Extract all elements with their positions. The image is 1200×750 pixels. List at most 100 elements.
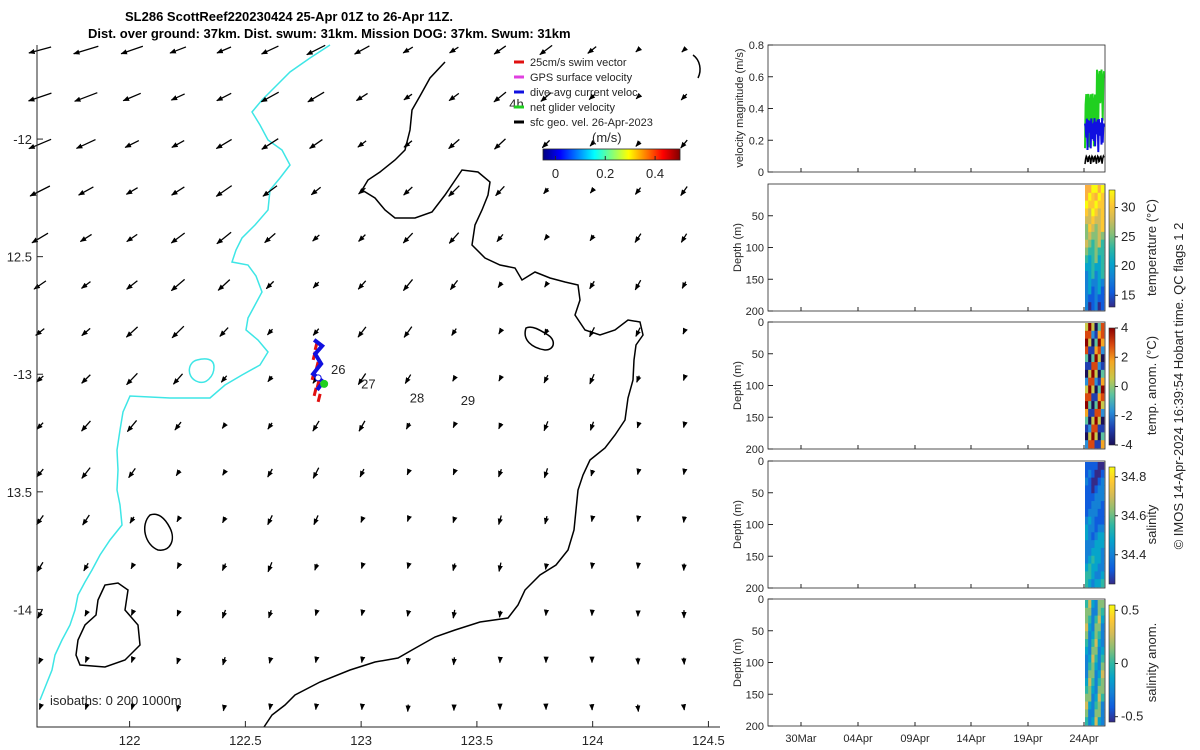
heatmap-cell xyxy=(1085,469,1089,479)
velocity-arrow xyxy=(81,374,91,384)
depth-ytick-label: 100 xyxy=(746,658,764,670)
velocity-arrow xyxy=(176,562,183,570)
heatmap-cell xyxy=(1085,607,1089,617)
heatmap-cell xyxy=(1094,369,1099,379)
velocity-arrow xyxy=(636,468,642,476)
heatmap-cell xyxy=(1085,185,1089,194)
velocity-arrow xyxy=(590,469,596,477)
velocity-arrow xyxy=(262,185,278,197)
net-velocity-marker xyxy=(320,379,329,388)
velocity-arrow xyxy=(589,186,597,194)
velocity-arrow xyxy=(357,140,367,148)
depth-ytick-label: 200 xyxy=(746,721,764,733)
velocity-arrow xyxy=(312,328,320,336)
heatmap-cell xyxy=(1094,362,1099,371)
velocity-arrow xyxy=(448,138,460,150)
time-tick-label: 19Apr xyxy=(1013,733,1043,745)
velocity-arrow xyxy=(681,281,688,289)
velocity-arrow xyxy=(171,140,185,148)
heatmap-cell xyxy=(1100,278,1105,287)
velocity-arrow xyxy=(28,46,52,54)
heatmap-cell xyxy=(1088,393,1092,402)
heatmap-cell xyxy=(1091,670,1095,679)
velocity-arrow xyxy=(169,46,187,54)
velocity-arrow xyxy=(314,656,320,664)
velocity-arrow xyxy=(221,656,227,666)
velocity-arrow xyxy=(176,515,183,523)
velocity-arrow xyxy=(176,657,182,665)
heatmap-cell xyxy=(1097,440,1102,449)
velocity-arrow xyxy=(268,609,274,619)
heatmap-cell xyxy=(1094,278,1099,287)
heatmap-cell xyxy=(1091,216,1095,225)
velocity-arrow xyxy=(405,657,411,665)
map-panel: 4h 26 27 28 29 122 122.5 123 123.5 124 124.5 -12 12.… xyxy=(7,44,725,748)
velocity-arrow xyxy=(544,563,550,570)
heatmap-cell xyxy=(1091,208,1095,217)
heatmap-cell xyxy=(1100,524,1105,533)
depth-ytick-label: 100 xyxy=(746,381,764,393)
heatmap-cell xyxy=(1097,354,1102,363)
heatmap-cell xyxy=(1094,493,1099,502)
legend-label: sfc geo. vel. 26-Apr-2023 xyxy=(530,117,653,129)
depth-ylabel: Depth (m) xyxy=(732,361,744,410)
velocity-arrow xyxy=(406,562,412,570)
velocity-arrow xyxy=(451,328,458,336)
heatmap-cell xyxy=(1094,239,1099,248)
heatmap-cell xyxy=(1088,631,1092,640)
heatmap-cell xyxy=(1088,346,1092,355)
heatmap-cell xyxy=(1088,516,1092,525)
heatmap-cell xyxy=(1085,571,1089,580)
heatmap-cell xyxy=(1091,685,1095,695)
colorbar-tick-label: 0 xyxy=(1121,656,1128,671)
velocity-arrow xyxy=(170,93,185,101)
heatmap-cell xyxy=(1094,224,1099,233)
heatmap-cell xyxy=(1085,432,1089,441)
map-ytick-label: -13 xyxy=(13,367,32,382)
colorbar-unit: (m/s) xyxy=(592,130,622,145)
heatmap-cell xyxy=(1085,579,1089,588)
velocity-arrow xyxy=(497,610,503,618)
colorbar-tick-label: -0.5 xyxy=(1121,709,1143,724)
heatmap-cell xyxy=(1094,469,1099,479)
heatmap-cell xyxy=(1100,224,1105,233)
velocity-arrow xyxy=(358,420,366,432)
velocity-arrow xyxy=(403,186,413,196)
heatmap-cell xyxy=(1097,693,1102,702)
velocity-arrow xyxy=(451,657,457,666)
heatmap-cell xyxy=(1085,239,1089,248)
heatmap-cell xyxy=(1088,600,1092,609)
heatmap-cell xyxy=(1097,408,1102,418)
velocity-arrow xyxy=(680,93,688,101)
velocity-arrow xyxy=(360,562,366,570)
heatmap-cell xyxy=(1085,493,1089,502)
heatmap-cell xyxy=(1094,338,1099,347)
heatmap-cell xyxy=(1094,231,1099,241)
velocity-arrow xyxy=(120,45,144,55)
velocity-arrow xyxy=(634,233,642,243)
velocity-arrow xyxy=(543,421,549,432)
velocity-arrow xyxy=(309,139,323,149)
panel-colorbar xyxy=(1108,327,1116,446)
heatmap-cell xyxy=(1088,646,1092,656)
heatmap-cell xyxy=(1094,286,1099,295)
heatmap-cell xyxy=(1091,469,1095,479)
heatmap-cell xyxy=(1100,286,1105,295)
velocity-arrow xyxy=(544,280,551,288)
heatmap-cell xyxy=(1097,385,1102,394)
heatmap-cell xyxy=(1094,440,1099,449)
heatmap-cell xyxy=(1100,346,1105,355)
velocity-arrow xyxy=(216,46,232,54)
colorbar-tick-label: 25 xyxy=(1121,229,1135,244)
heatmap-cell xyxy=(1094,678,1099,687)
heatmap-cell xyxy=(1085,216,1089,225)
heatmap-cell xyxy=(1097,670,1102,679)
velocity-arrow xyxy=(170,232,186,244)
heatmap-cell xyxy=(1094,346,1099,355)
heatmap-cell xyxy=(1100,302,1105,311)
heatmap-cell xyxy=(1094,462,1099,471)
heatmap-cell xyxy=(1100,685,1105,695)
heatmap-cell xyxy=(1085,639,1089,648)
heatmap-cell xyxy=(1100,255,1105,264)
heatmap-cell xyxy=(1097,540,1102,549)
